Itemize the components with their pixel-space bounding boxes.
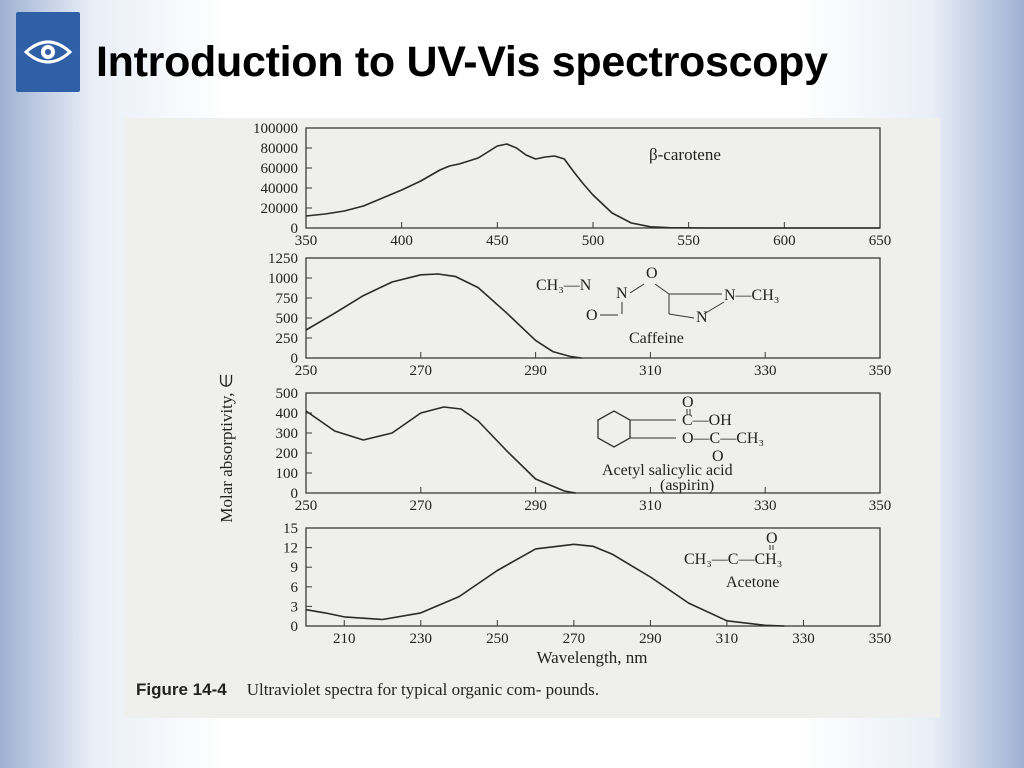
- x-tick-label: 330: [754, 498, 777, 514]
- x-axis-label: Wavelength, nm: [537, 648, 648, 667]
- y-tick-label: 12: [283, 541, 298, 557]
- spectrum-panel-4: 0 3 6 9 12 15 210 230 250 270 290 310 330 350: [283, 521, 891, 647]
- x-tick-label: 290: [524, 363, 547, 379]
- aspirin-structure: O C—OH O—C—CH₃ O Acetyl salicylic acid (…: [597, 394, 764, 494]
- svg-text:O: O: [586, 307, 598, 324]
- y-tick-label: 3: [291, 599, 299, 615]
- figure-background: [124, 118, 940, 718]
- figure-caption-label: Figure 14-4: [136, 680, 227, 699]
- y-tick-label: 250: [276, 331, 299, 347]
- y-tick-label: 20000: [261, 201, 299, 217]
- y-tick-label: 500: [276, 311, 299, 327]
- x-tick-label: 650: [869, 233, 892, 249]
- absorbance-curve-3: [305, 406, 576, 494]
- x-tick-label: 330: [754, 363, 777, 379]
- y-tick-label: 750: [276, 291, 299, 307]
- svg-text:Acetyl salicylic acid: Acetyl salicylic acid: [602, 462, 733, 479]
- svg-text:C—OH: C—OH: [682, 412, 732, 429]
- svg-text:Acetone: Acetone: [726, 574, 779, 591]
- y-tick-label: 9: [291, 560, 299, 576]
- x-tick-label: 500: [582, 233, 605, 249]
- absorbance-curve-2: [305, 273, 582, 359]
- plot-frame: [305, 127, 881, 229]
- x-tick-label: 330: [792, 631, 815, 647]
- y-axis-label: Molar absorptivity, ∈: [217, 373, 236, 522]
- x-tick-label: 350: [295, 233, 318, 249]
- x-tick-label: 290: [639, 631, 662, 647]
- x-tick-label: 310: [639, 498, 662, 514]
- x-tick-label: 400: [390, 233, 413, 249]
- y-tick-label: 300: [276, 426, 299, 442]
- y-tick-label: 15: [283, 521, 298, 537]
- plot-frame: [305, 392, 881, 494]
- y-tick-label: 40000: [261, 181, 299, 197]
- plot-frame: [305, 257, 881, 359]
- spectrum-panel-1: 0 20000 40000 60000 80000 100000 350 400 450 500 5…: [253, 121, 891, 249]
- y-tick-label: 0: [291, 486, 299, 502]
- x-tick-label: 310: [716, 631, 739, 647]
- svg-text:CH₃—C—CH₃: CH₃—C—CH₃: [684, 551, 782, 568]
- x-tick-label: 450: [486, 233, 509, 249]
- svg-text:CH₃—N: CH₃—N: [536, 277, 592, 294]
- eye-logo-icon: [23, 40, 73, 64]
- absorbance-curve-1: [305, 143, 880, 229]
- slide-title: Introduction to UV-Vis spectroscopy: [96, 38, 828, 86]
- y-tick-label: 0: [291, 351, 299, 367]
- x-tick-label: 350: [869, 631, 892, 647]
- svg-text:O: O: [682, 394, 694, 411]
- svg-text:N: N: [616, 285, 628, 302]
- y-tick-label: 500: [276, 386, 299, 402]
- y-tick-label: 6: [291, 580, 299, 596]
- svg-text:O—C—CH₃: O—C—CH₃: [682, 430, 764, 447]
- x-tick-label: 290: [524, 498, 547, 514]
- x-tick-label: 550: [677, 233, 700, 249]
- x-tick-label: 250: [486, 631, 509, 647]
- x-tick-label: 350: [869, 498, 892, 514]
- x-tick-label: 250: [295, 363, 318, 379]
- plot-frame: [305, 527, 881, 627]
- svg-text:N: N: [696, 309, 708, 326]
- y-tick-label: 400: [276, 406, 299, 422]
- y-tick-label: 1250: [268, 251, 298, 267]
- spectrum-panel-3: 0 100 200 300 400 500 250 270 290 310 330 350: [276, 386, 892, 514]
- y-tick-label: 100000: [253, 121, 298, 137]
- x-tick-label: 250: [295, 498, 318, 514]
- logo: [16, 12, 80, 92]
- y-tick-label: 80000: [261, 141, 299, 157]
- x-tick-label: 270: [563, 631, 586, 647]
- y-tick-label: 100: [276, 466, 299, 482]
- y-tick-label: 200: [276, 446, 299, 462]
- svg-text:Caffeine: Caffeine: [629, 330, 684, 347]
- y-tick-label: 0: [291, 221, 299, 237]
- y-tick-label: 60000: [261, 161, 299, 177]
- x-tick-label: 230: [410, 631, 433, 647]
- svg-text:N—CH₃: N—CH₃: [724, 287, 779, 304]
- x-tick-label: 350: [869, 363, 892, 379]
- caffeine-structure: O CH₃—N N—CH₃ O N N Caffeine: [536, 265, 779, 347]
- x-tick-label: 210: [333, 631, 356, 647]
- absorbance-curve-4: [305, 543, 785, 627]
- svg-text:O: O: [646, 265, 658, 282]
- figure-caption-text: Ultraviolet spectra for typical organic …: [246, 680, 600, 699]
- y-tick-label: 1000: [268, 271, 298, 287]
- svg-text:(aspirin): (aspirin): [660, 477, 714, 494]
- x-tick-label: 270: [410, 363, 433, 379]
- x-tick-label: 600: [773, 233, 796, 249]
- x-tick-label: 310: [639, 363, 662, 379]
- x-tick-label: 270: [410, 498, 433, 514]
- svg-text:O: O: [712, 448, 724, 465]
- y-tick-label: 0: [291, 619, 299, 635]
- figure-caption: Figure 14-4 Ultraviolet spectra for typic…: [136, 680, 936, 700]
- svg-text:O: O: [766, 530, 778, 547]
- acetone-structure: O CH₃—C—CH₃ Acetone: [684, 530, 782, 591]
- beta-carotene-label: β-carotene: [649, 145, 721, 164]
